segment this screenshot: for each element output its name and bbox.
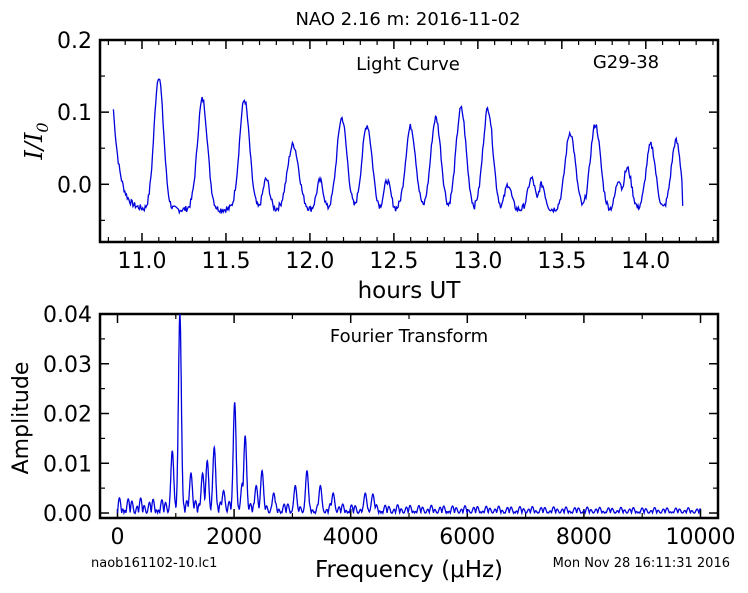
x-tick-label: 4000	[323, 525, 379, 550]
x-tick-label: 11.0	[117, 249, 166, 274]
y-tick-label: 0.00	[43, 502, 92, 527]
y-tick-label: 0.04	[43, 303, 92, 328]
light-curve-xlabel: hours UT	[358, 278, 462, 304]
x-tick-label: 13.0	[453, 249, 502, 274]
y-tick-label: 0.02	[43, 403, 92, 428]
x-tick-label: 11.5	[201, 249, 250, 274]
light-curve-ylabel: I/I0	[20, 122, 52, 160]
light-curve-ticks: 11.0 11.5 12.0 12.5 13.0 13.5 14.0 0.2 0.1 0.0	[57, 29, 718, 274]
x-tick-label: 2000	[206, 525, 262, 550]
y-tick-label: 0.0	[57, 173, 92, 198]
y-tick-label: 0.1	[57, 101, 92, 126]
footer-filename: naob161102-10.lc1	[91, 556, 217, 571]
x-tick-label: 8000	[556, 525, 612, 550]
light-curve-annotation: Light Curve	[356, 54, 460, 75]
x-tick-label: 6000	[439, 525, 495, 550]
x-tick-label: 10000	[666, 525, 736, 550]
light-curve-series-line	[112, 78, 684, 215]
light-curve-panel: 11.0 11.5 12.0 12.5 13.0 13.5 14.0 0.2 0.1 0.0 Li…	[20, 29, 720, 304]
fourier-annotation: Fourier Transform	[330, 326, 488, 347]
figure-title: NAO 2.16 m: 2016-11-02	[295, 9, 520, 30]
y-tick-label: 0.01	[43, 452, 92, 477]
x-tick-label: 14.0	[621, 249, 670, 274]
x-tick-label: 0	[110, 525, 124, 550]
x-tick-label: 12.5	[369, 249, 418, 274]
x-tick-label: 12.0	[285, 249, 334, 274]
object-label: G29-38	[593, 52, 659, 73]
footer-timestamp: Mon Nov 28 16:11:31 2016	[553, 556, 730, 571]
fourier-ticks: 0 2000 4000 6000 8000 10000 0.04 0.03 0.02 0.01 0.…	[43, 303, 735, 550]
y-tick-label: 0.2	[57, 29, 92, 54]
y-tick-label: 0.03	[43, 353, 92, 378]
fourier-panel: 0 2000 4000 6000 8000 10000 0.04 0.03 0.02 0.01 0.…	[9, 303, 736, 583]
fourier-xlabel: Frequency (μHz)	[315, 557, 503, 583]
x-tick-label: 13.5	[537, 249, 586, 274]
light-curve-axes-frame	[98, 38, 720, 244]
fourier-series-line	[116, 313, 701, 516]
fourier-ylabel: Amplitude	[9, 362, 34, 475]
